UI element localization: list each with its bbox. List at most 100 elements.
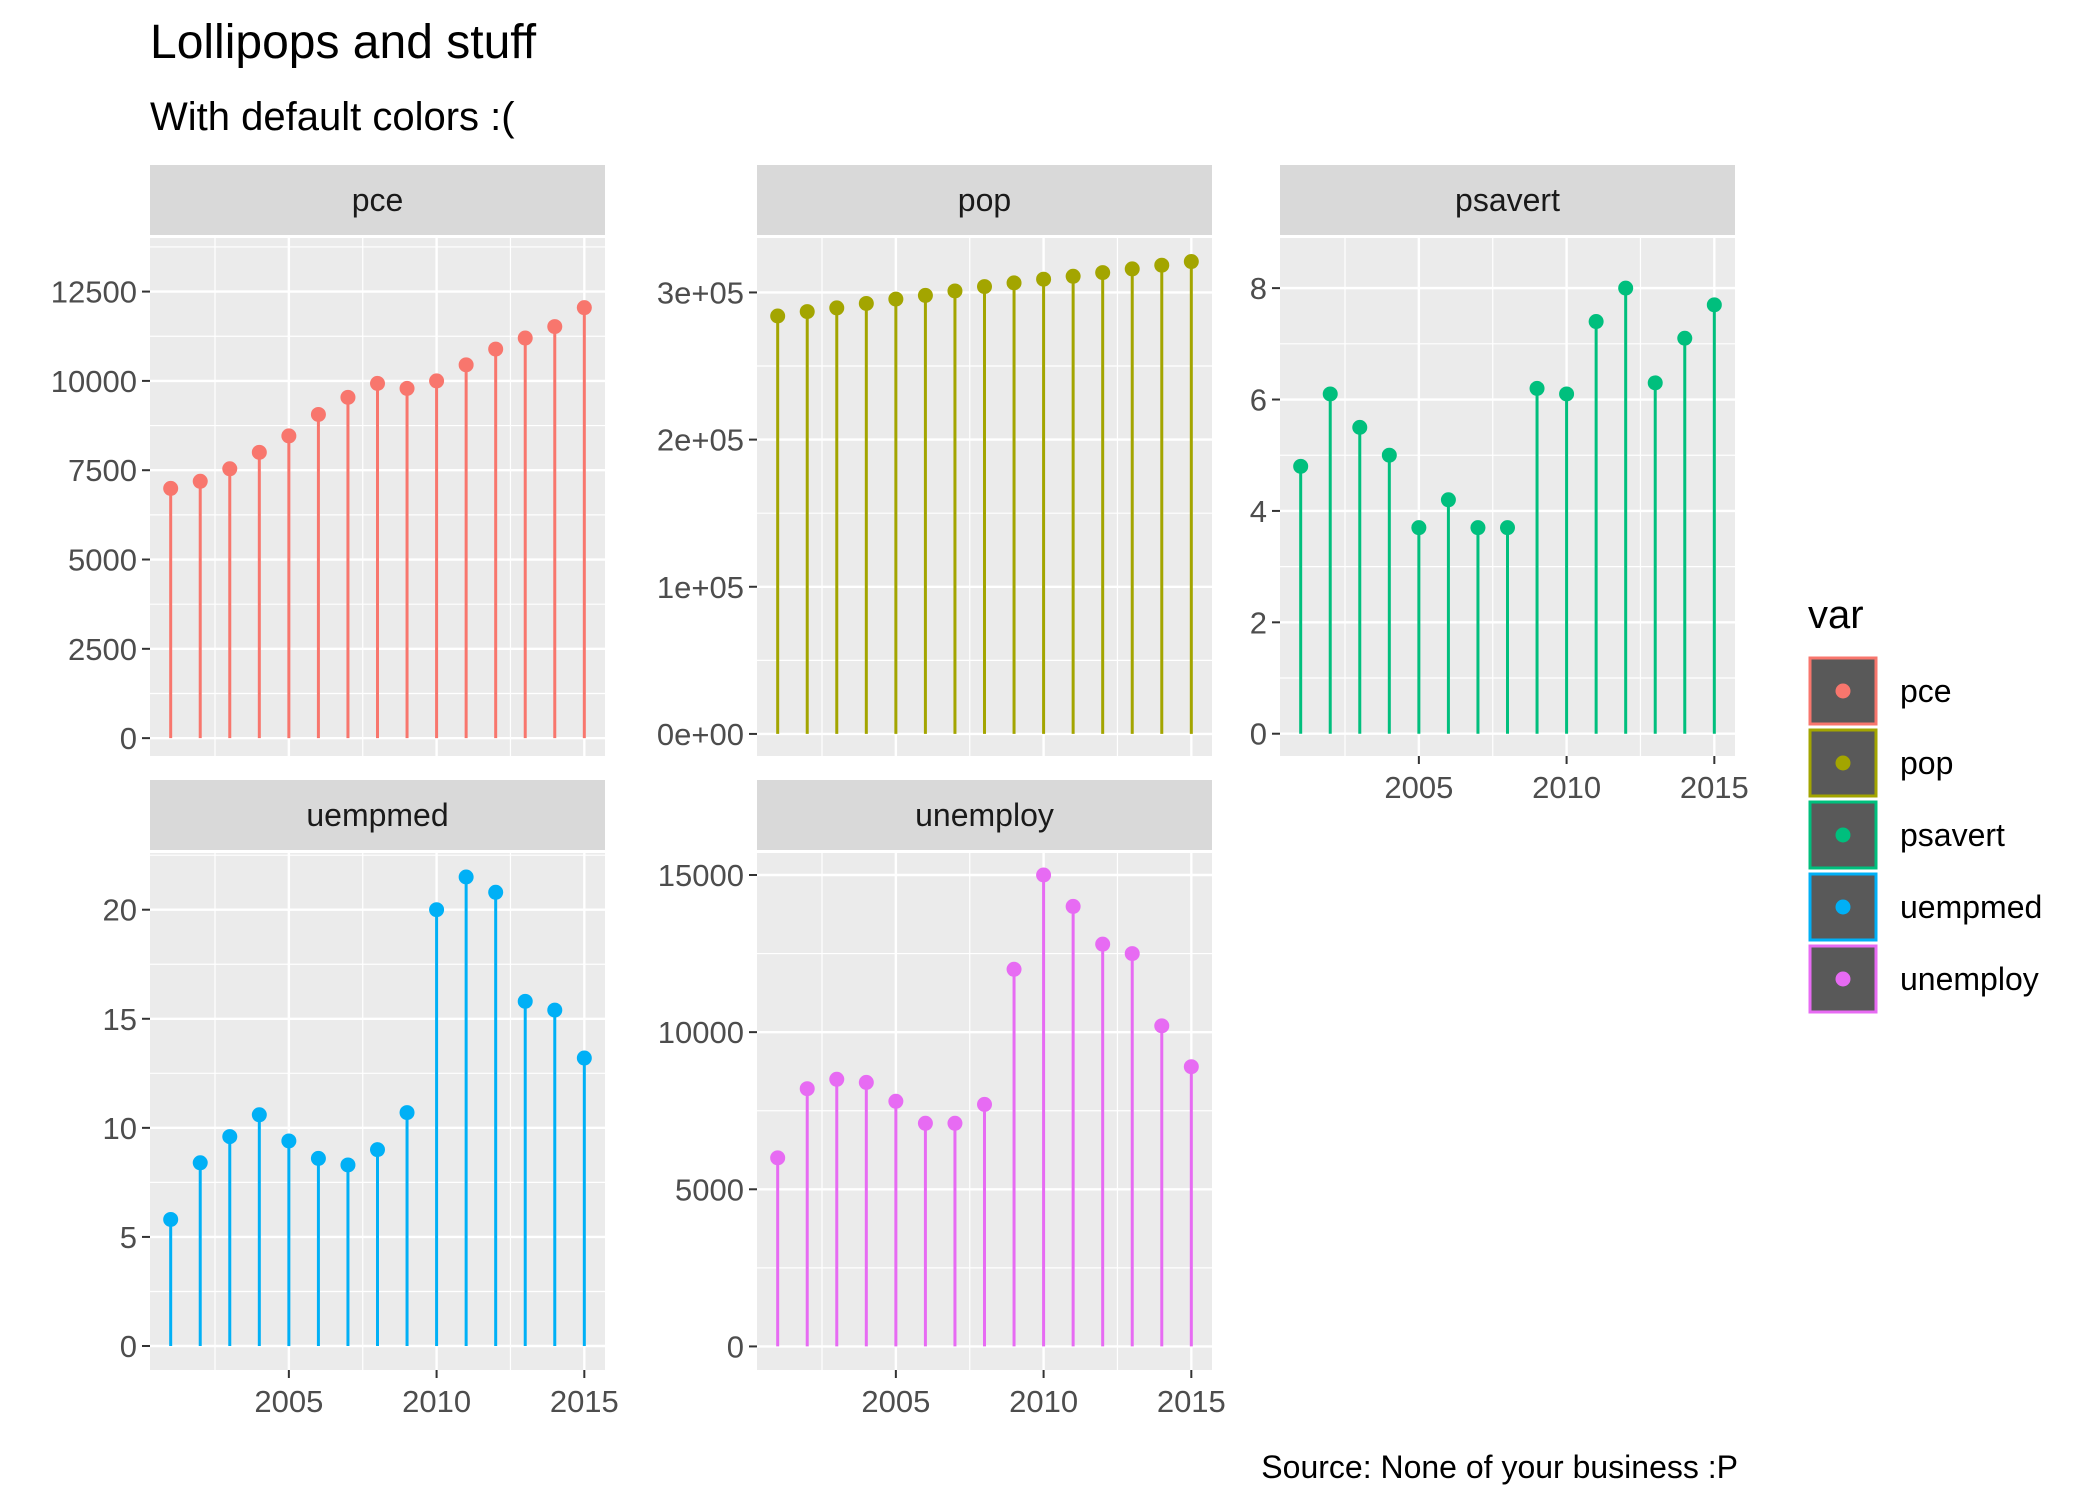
lollipop-point: [310, 406, 326, 422]
lollipop-point: [1006, 275, 1022, 291]
legend-item-pop: pop: [1808, 728, 1953, 798]
lollipop-point: [1529, 380, 1545, 396]
lollipop-point: [977, 1096, 992, 1112]
lollipop-point: [163, 480, 179, 496]
y-tick-label: 0e+00: [657, 717, 744, 752]
lollipop-point: [1411, 520, 1427, 536]
x-tick-label: 2010: [1009, 1384, 1078, 1419]
lollipop-point: [1065, 268, 1081, 284]
y-tick-label: 10: [103, 1111, 137, 1146]
lollipop-point: [222, 1129, 238, 1145]
lollipop-point: [1183, 254, 1199, 270]
chart-caption: Source: None of your business :P: [1261, 1449, 1738, 1485]
y-tick-label: 3e+05: [657, 275, 744, 310]
lollipop-point: [1677, 330, 1693, 346]
lollipop-point: [488, 884, 504, 900]
lollipop-point: [770, 1150, 786, 1166]
lollipop-point: [1322, 386, 1338, 402]
lollipop-point: [1440, 492, 1456, 508]
y-tick-label: 10000: [51, 364, 137, 399]
lollipop-point: [1588, 314, 1604, 330]
legend-key-point: [1835, 827, 1851, 843]
lollipop-point: [1124, 946, 1140, 962]
facet-panels: pce02500500075001000012500pop0e+001e+052…: [51, 165, 1749, 1419]
y-tick-label: 5000: [68, 543, 137, 578]
chart-title: Lollipops and stuff: [150, 16, 537, 69]
legend-key-point: [1835, 899, 1851, 915]
lollipop-point: [1618, 280, 1634, 296]
legend-label: pop: [1900, 745, 1953, 781]
lollipop-point: [192, 1155, 208, 1171]
lollipop-point: [977, 279, 992, 295]
legend-title: var: [1808, 593, 1864, 637]
lollipop-point: [917, 287, 933, 303]
legend-key-point: [1835, 755, 1851, 771]
facet-panel-uempmed: uempmed 0 5 10 15 20 2005 2010 2015: [103, 780, 619, 1419]
legend-key-point: [1835, 683, 1851, 699]
x-tick-label: 2010: [402, 1384, 471, 1419]
y-tick-label: 8: [1250, 271, 1267, 306]
lollipop-point: [163, 1211, 179, 1227]
lollipop-point: [1183, 1059, 1199, 1075]
y-tick-label: 12500: [51, 275, 137, 310]
lollipop-point: [799, 1081, 815, 1097]
lollipop-point: [251, 1107, 267, 1123]
legend-item-uempmed: uempmed: [1808, 872, 2042, 942]
lollipop-point: [1381, 447, 1397, 463]
legend-label: unemploy: [1900, 961, 2039, 997]
y-tick-label: 0: [120, 721, 137, 756]
lollipop-point: [192, 473, 208, 489]
y-tick-label: 5: [120, 1220, 137, 1255]
facet-strip-label: psavert: [1455, 182, 1560, 218]
facet-strip: [757, 165, 1212, 235]
lollipop-point: [917, 1115, 933, 1131]
x-tick-label: 2005: [861, 1384, 930, 1419]
lollipop-point: [399, 1105, 415, 1121]
legend-item-pce: pce: [1808, 656, 1952, 726]
lollipop-point: [1124, 261, 1140, 277]
lollipop-point: [858, 1074, 874, 1090]
lollipop-point: [1095, 265, 1111, 281]
lollipop-point: [576, 300, 592, 316]
y-tick-label: 20: [103, 893, 137, 928]
y-tick-label: 15000: [658, 858, 744, 893]
x-tick-label: 2015: [1157, 1384, 1226, 1419]
y-tick-label: 0: [727, 1329, 744, 1364]
legend-item-psavert: psavert: [1808, 800, 2005, 870]
facet-strip: [1280, 165, 1735, 235]
y-tick-label: 2: [1250, 605, 1267, 640]
lollipop-point: [1154, 1018, 1170, 1034]
lollipop-point: [1036, 271, 1052, 287]
lollipop-point: [429, 902, 445, 918]
y-tick-label: 2500: [68, 632, 137, 667]
lollipop-point: [576, 1050, 592, 1066]
facet-panel-unemploy: unemploy 0 5000 10000 15000 2005 2010 2015: [658, 780, 1226, 1419]
lollipop-point: [340, 389, 356, 405]
lollipop-point: [517, 993, 533, 1009]
lollipop-point: [1065, 898, 1081, 914]
lollipop-point: [770, 308, 786, 324]
lollipop-point: [281, 1133, 297, 1149]
lollipop-point: [1352, 419, 1368, 435]
legend-key-point: [1835, 971, 1851, 987]
legend: var pce pop psavert uempmed unemploy: [1808, 593, 2042, 1014]
x-tick-label: 2015: [550, 1384, 619, 1419]
lollipop-point: [888, 1093, 904, 1109]
lollipop-point: [1647, 375, 1663, 391]
facet-strip-label: pop: [958, 182, 1011, 218]
y-tick-label: 10000: [658, 1015, 744, 1050]
facet-strip: [150, 780, 605, 850]
y-tick-label: 4: [1250, 494, 1267, 529]
y-tick-label: 7500: [68, 453, 137, 488]
facet-strip: [757, 780, 1212, 850]
lollipop-point: [1559, 386, 1575, 402]
lollipop-point: [1500, 520, 1515, 536]
x-tick-label: 2010: [1532, 770, 1601, 805]
lollipop-point: [488, 341, 504, 357]
y-tick-label: 15: [103, 1002, 137, 1037]
lollipop-point: [1706, 297, 1722, 313]
legend-item-unemploy: unemploy: [1808, 944, 2039, 1014]
chart-subtitle: With default colors :(: [150, 95, 515, 139]
y-tick-label: 2e+05: [657, 423, 744, 458]
lollipop-point: [458, 357, 474, 373]
